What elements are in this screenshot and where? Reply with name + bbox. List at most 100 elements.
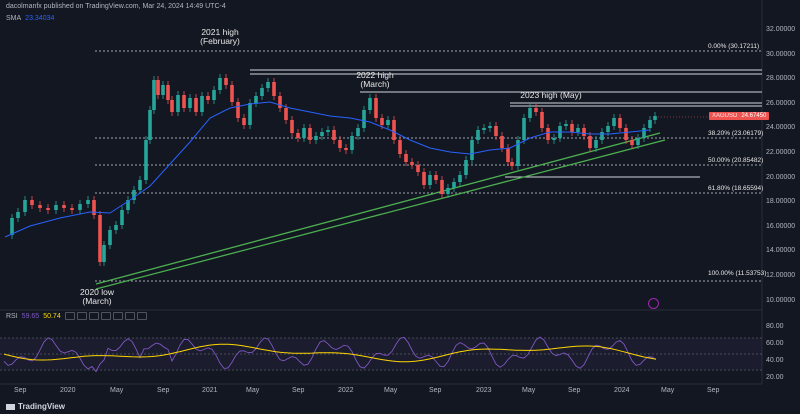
rsi-legend: RSI 59.65 50.74 — [6, 312, 147, 320]
annotation-2020-low-title: 2020 low — [79, 287, 115, 297]
candle-body — [624, 128, 628, 140]
candle-body — [46, 208, 50, 210]
candle-body — [653, 116, 657, 120]
candle-body — [188, 98, 192, 108]
candle-body — [476, 130, 480, 140]
candle-body — [284, 108, 288, 120]
annotation-2022-high-date: (March) — [360, 79, 390, 89]
collapse-icon[interactable] — [124, 312, 135, 320]
time-tick: 2020 — [60, 387, 76, 394]
time-tick: Sep — [707, 387, 720, 394]
candle-body — [98, 215, 102, 262]
candle-body — [54, 205, 58, 210]
maximize-icon[interactable] — [136, 312, 147, 320]
candle-body — [332, 130, 336, 140]
source-icon[interactable] — [88, 312, 99, 320]
annotation-2022-high-title: 2022 high — [356, 70, 394, 80]
sma-line — [4, 101, 651, 238]
candle-body — [38, 205, 42, 208]
alert-icon[interactable] — [648, 298, 659, 309]
candle-body — [182, 95, 186, 108]
candle-body — [392, 120, 396, 140]
candle-body — [516, 140, 520, 166]
price-tick: 16.00000 — [766, 222, 796, 230]
candle-body — [16, 212, 20, 218]
time-tick: May — [522, 387, 536, 394]
candle-body — [236, 102, 240, 118]
candle-body — [132, 190, 136, 200]
candle-body — [380, 118, 384, 125]
time-tick: Sep — [568, 387, 581, 394]
candle-body — [206, 96, 210, 100]
symbol-price-tag: XAGUSD 24.67450 — [709, 112, 770, 120]
more-icon[interactable] — [112, 312, 123, 320]
visibility-toggle-icon[interactable] — [64, 312, 75, 320]
candle-body — [166, 85, 170, 100]
candle-body — [296, 133, 300, 138]
candle-body — [23, 200, 27, 212]
candle-body — [156, 80, 160, 95]
price-tick: 26.00000 — [766, 99, 796, 107]
candle-body — [506, 148, 510, 162]
candle-body — [114, 225, 118, 230]
fib-61-label: 61.80% (18.65594) — [708, 185, 764, 192]
candle-body — [452, 182, 456, 188]
price-tick: 24.00000 — [766, 124, 796, 132]
price-tick: 10.00000 — [766, 296, 796, 304]
candle-body — [488, 126, 492, 128]
last-price: 24.67450 — [741, 113, 767, 119]
candle-body — [630, 140, 634, 145]
settings-icon[interactable] — [76, 312, 87, 320]
candle-body — [570, 124, 574, 132]
candle-body — [458, 175, 462, 182]
candle-body — [194, 98, 198, 112]
candle-body — [260, 88, 264, 96]
candle-body — [144, 140, 148, 180]
time-tick: 2022 — [338, 387, 354, 394]
candle-body — [230, 85, 234, 102]
candle-body — [368, 98, 372, 110]
time-tick: 2023 — [476, 387, 492, 394]
candle-body — [314, 136, 318, 140]
candle-body — [120, 210, 124, 225]
candle-body — [470, 140, 474, 160]
publisher-info: dacolmanfx published on TradingView.com,… — [6, 3, 226, 10]
fib-100-label: 100.00% (11.53753) — [708, 270, 767, 277]
time-tick: May — [661, 387, 675, 394]
candle-body — [386, 120, 390, 125]
candle-body — [540, 112, 544, 128]
price-tick: 14.00000 — [766, 247, 796, 255]
candle-body — [398, 140, 402, 154]
candle-body — [494, 126, 498, 136]
candle-body — [510, 162, 514, 166]
time-tick: Sep — [14, 387, 27, 394]
candle-body — [434, 175, 438, 180]
candle-body — [338, 140, 342, 148]
candle-body — [320, 132, 324, 136]
candle-body — [482, 128, 486, 130]
delete-icon[interactable] — [100, 312, 111, 320]
time-tick: Sep — [429, 387, 442, 394]
candle-body — [224, 78, 228, 85]
candle-body — [410, 162, 414, 165]
rsi-tick: 40.00 — [766, 357, 784, 364]
candle-body — [428, 175, 432, 185]
price-tick: 20.00000 — [766, 173, 796, 181]
fib-0-label: 0.00% (30.17211) — [708, 43, 760, 50]
symbol-name: XAGUSD — [712, 113, 738, 119]
candle-body — [362, 110, 366, 128]
tradingview-logo: TradingView — [6, 402, 65, 411]
candle-body — [618, 118, 622, 128]
sma-legend: SMA 23.34034 — [6, 15, 54, 22]
candle-body — [500, 136, 504, 148]
candle-body — [642, 128, 646, 138]
annotation-2020-low: 2020 low (March) — [74, 288, 120, 306]
candle-body — [278, 96, 282, 108]
candle-body — [534, 108, 538, 112]
candle-body — [582, 128, 586, 136]
price-tick: 18.00000 — [766, 198, 796, 206]
rsi-line — [3, 336, 657, 373]
time-tick: Sep — [157, 387, 170, 394]
annotation-2021-high: 2021 high (February) — [196, 28, 244, 46]
